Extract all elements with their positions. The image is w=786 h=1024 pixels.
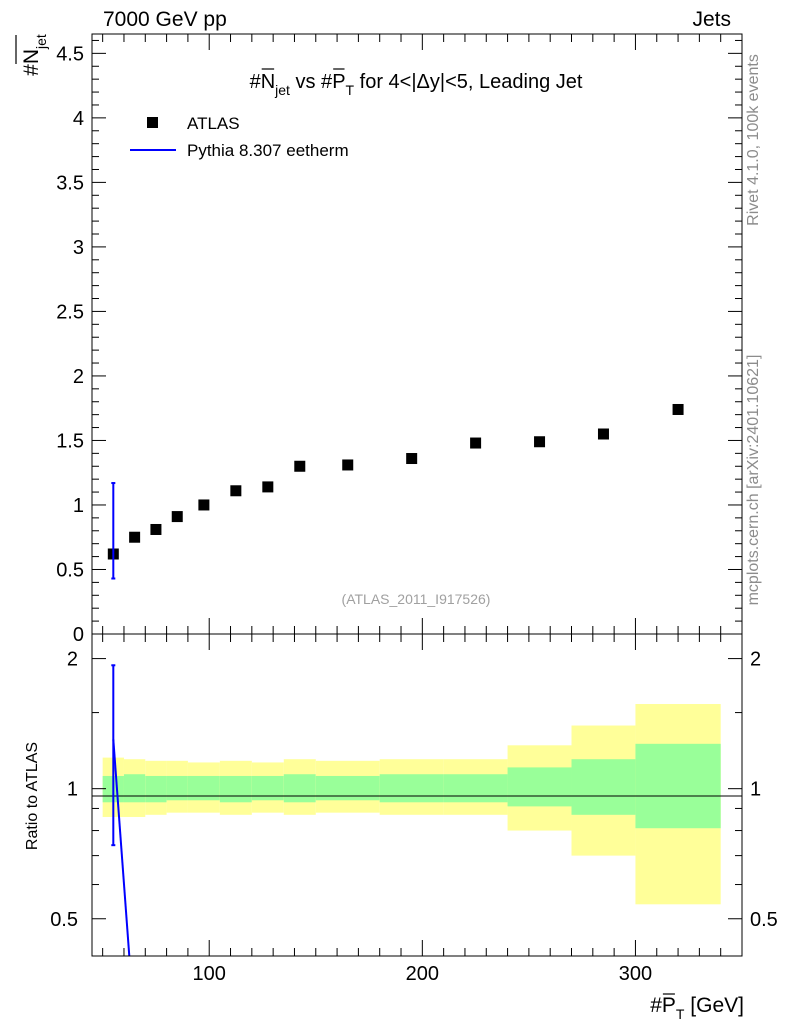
y-tick-label: 4	[73, 108, 84, 130]
atlas-data-point	[534, 436, 546, 448]
x-tick-label: 300	[619, 963, 652, 985]
plot-title: #Njet vs #PT for 4<|Δy|<5, Leading Jet	[250, 71, 583, 98]
ratio-plot-frame	[91, 633, 743, 957]
ratio-inner-band	[219, 775, 252, 803]
x-axis: 100 200 300	[102, 634, 722, 985]
atlas-data-point	[129, 531, 141, 543]
main-y-axis: 0 0.5 1 1.5 2 2.5 3 3.5 4 4.5	[56, 39, 742, 646]
atlas-series	[107, 403, 684, 560]
legend-atlas-marker	[147, 117, 158, 128]
legend-atlas-label: ATLAS	[187, 114, 240, 133]
ratio-tick-label: 0.5	[50, 909, 78, 931]
ratio-inner-band	[635, 743, 721, 829]
atlas-data-point	[171, 511, 183, 523]
x-tick-label: 100	[193, 963, 226, 985]
legend-pythia-label: Pythia 8.307 eetherm	[187, 141, 349, 160]
atlas-data-point	[198, 499, 210, 511]
x-tick-label: 200	[406, 963, 439, 985]
legend: ATLAS Pythia 8.307 eetherm	[130, 114, 349, 160]
ratio-tick-label: 1	[67, 779, 78, 801]
ratio-inner-band	[507, 767, 572, 807]
ratio-inner-band	[123, 774, 146, 803]
ratio-inner-band	[379, 774, 444, 803]
ratio-inner-band	[443, 774, 508, 803]
ratio-inner-band	[166, 775, 188, 801]
ratio-inner-band	[571, 759, 636, 815]
y-tick-label: 1.5	[56, 430, 84, 452]
pythia-series	[111, 482, 116, 580]
atlas-data-point	[262, 481, 274, 493]
main-plot: 0 0.5 1 1.5 2 2.5 3 3.5 4 4.5 #Njet vs #PT for 4<…	[15, 33, 743, 646]
ratio-bands	[102, 704, 721, 905]
atlas-data-point	[342, 459, 354, 471]
analysis-watermark: (ATLAS_2011_I917526)	[342, 591, 491, 607]
pythia-ratio-line	[112, 739, 131, 957]
header-left: 7000 GeV pp	[103, 8, 227, 31]
main-x-ticks	[102, 34, 722, 634]
ratio-inner-band	[283, 774, 316, 803]
ratio-inner-band	[187, 775, 220, 801]
atlas-data-point	[406, 453, 418, 465]
atlas-data-point	[597, 428, 609, 440]
x-axis-label: #PT [GeV]	[650, 994, 744, 1022]
atlas-data-point	[230, 485, 242, 497]
ratio-plot: 0.5 0.5 1 1 2 2 100 200 300 Ratio to ATLAS #PT …	[24, 633, 778, 1022]
y-tick-label: 1	[73, 495, 84, 517]
y-tick-label: 0	[73, 624, 84, 646]
atlas-data-point	[150, 523, 162, 535]
y-tick-label: 2.5	[56, 301, 84, 323]
pythia-ratio-series	[111, 664, 131, 957]
ratio-y-label: Ratio to ATLAS	[24, 742, 41, 850]
ratio-tick-label-right: 1	[750, 779, 761, 801]
y-tick-label: 2	[73, 366, 84, 388]
atlas-data-point	[294, 460, 306, 472]
ratio-tick-label-right: 0.5	[750, 909, 778, 931]
y-tick-label: 3	[73, 237, 84, 259]
ratio-inner-band	[145, 775, 167, 803]
atlas-data-point	[470, 437, 482, 449]
ratio-tick-label-right: 2	[750, 649, 761, 671]
ratio-y-axis: 0.5 0.5 1 1 2 2	[50, 649, 778, 931]
ratio-inner-band	[315, 775, 380, 801]
y-tick-label: 0.5	[56, 559, 84, 581]
y-tick-label: 4.5	[56, 43, 84, 65]
header-right: Jets	[692, 8, 731, 31]
atlas-data-point	[672, 403, 684, 415]
main-y-label: #Njet	[20, 34, 49, 76]
svg-text:#Njet: #Njet	[20, 34, 49, 76]
y-tick-label: 3.5	[56, 172, 84, 194]
ratio-tick-label: 2	[67, 649, 78, 671]
ratio-inner-band	[251, 775, 284, 801]
